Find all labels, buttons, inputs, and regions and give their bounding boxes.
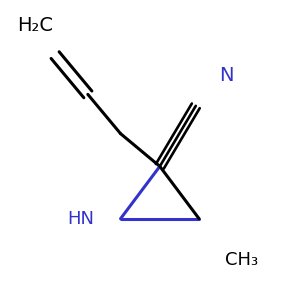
Text: CH₃: CH₃ <box>225 251 258 269</box>
Text: H₂C: H₂C <box>17 16 53 35</box>
Text: HN: HN <box>68 210 94 228</box>
Text: N: N <box>219 66 233 85</box>
